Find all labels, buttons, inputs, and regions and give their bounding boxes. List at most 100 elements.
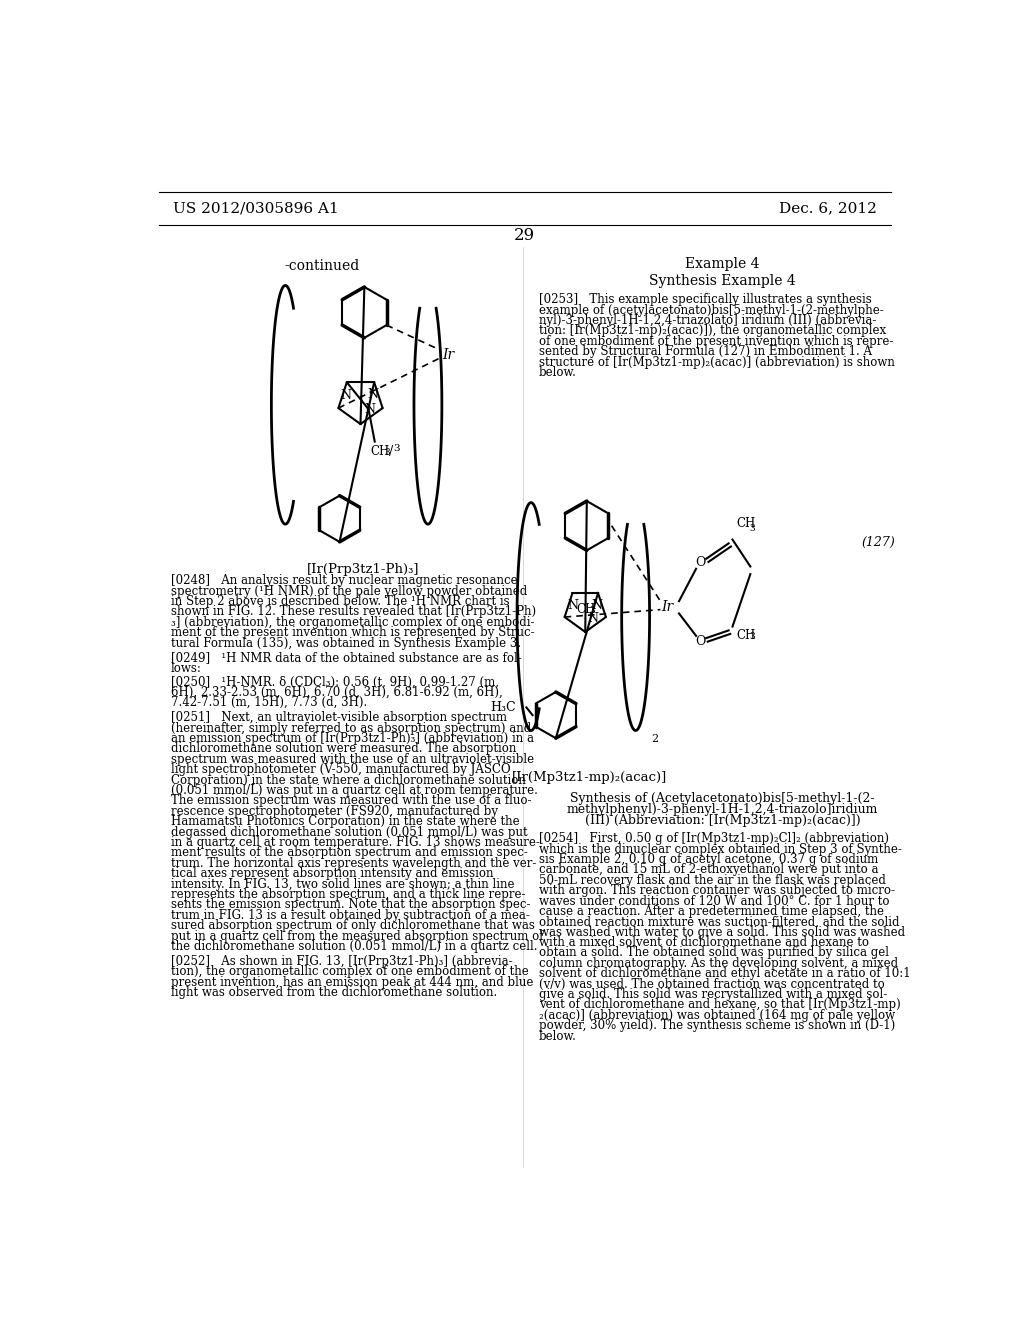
Text: rescence spectrophotometer (FS920, manufactured by: rescence spectrophotometer (FS920, manuf…: [171, 805, 498, 818]
Text: Hamamatsu Photonics Corporation) in the state where the: Hamamatsu Photonics Corporation) in the …: [171, 816, 519, 828]
Text: lows:: lows:: [171, 663, 202, 675]
Text: ment of the present invention which is represented by Struc-: ment of the present invention which is r…: [171, 626, 535, 639]
Text: [0253]   This example specifically illustrates a synthesis: [0253] This example specifically illustr…: [539, 293, 871, 306]
Text: degassed dichloromethane solution (0.051 mmol/L) was put: degassed dichloromethane solution (0.051…: [171, 825, 527, 838]
Text: N: N: [567, 599, 578, 611]
Text: US 2012/0305896 A1: US 2012/0305896 A1: [173, 202, 339, 215]
Text: in a quartz cell at room temperature. FIG. 13 shows measure-: in a quartz cell at room temperature. FI…: [171, 836, 540, 849]
Text: (v/v) was used. The obtained fraction was concentrated to: (v/v) was used. The obtained fraction wa…: [539, 978, 885, 991]
Text: obtained reaction mixture was suction-filtered, and the solid: obtained reaction mixture was suction-fi…: [539, 915, 899, 928]
Text: tical axes represent absorption intensity and emission: tical axes represent absorption intensit…: [171, 867, 494, 880]
Text: 29: 29: [514, 227, 536, 244]
Text: column chromatography. As the developing solvent, a mixed: column chromatography. As the developing…: [539, 957, 898, 970]
Text: Synthesis Example 4: Synthesis Example 4: [649, 275, 796, 288]
Text: spectrum was measured with the use of an ultraviolet-visible: spectrum was measured with the use of an…: [171, 752, 534, 766]
Text: with a mixed solvent of dichloromethane and hexane to: with a mixed solvent of dichloromethane …: [539, 936, 868, 949]
Text: of one embodiment of the present invention which is repre-: of one embodiment of the present inventi…: [539, 335, 893, 347]
Text: waves under conditions of 120 W and 100° C. for 1 hour to: waves under conditions of 120 W and 100°…: [539, 895, 889, 908]
Text: 6H), 2.33-2.53 (m, 6H), 6.70 (d, 3H), 6.81-6.92 (m, 6H),: 6H), 2.33-2.53 (m, 6H), 6.70 (d, 3H), 6.…: [171, 686, 503, 698]
Text: spectrometry (¹H NMR) of the pale yellow powder obtained: spectrometry (¹H NMR) of the pale yellow…: [171, 585, 527, 598]
Text: 3: 3: [750, 632, 755, 642]
Text: put in a quartz cell from the measured absorption spectrum of: put in a quartz cell from the measured a…: [171, 929, 543, 942]
Text: light spectrophotometer (V-550, manufactured by JASCO: light spectrophotometer (V-550, manufact…: [171, 763, 510, 776]
Text: 2: 2: [651, 734, 658, 744]
Text: carbonate, and 15 mL of 2-ethoxyethanol were put into a: carbonate, and 15 mL of 2-ethoxyethanol …: [539, 863, 879, 876]
Text: N: N: [341, 389, 351, 401]
Text: Example 4: Example 4: [685, 257, 760, 271]
Text: tural Formula (135), was obtained in Synthesis Example 3.: tural Formula (135), was obtained in Syn…: [171, 636, 521, 649]
Text: [0254]   First, 0.50 g of [Ir(Mp3tz1-mp)₂Cl]₂ (abbreviation): [0254] First, 0.50 g of [Ir(Mp3tz1-mp)₂C…: [539, 832, 889, 845]
Text: Ir: Ir: [662, 601, 674, 614]
Text: intensity. In FIG. 13, two solid lines are shown; a thin line: intensity. In FIG. 13, two solid lines a…: [171, 878, 514, 891]
Text: N: N: [591, 599, 602, 612]
Text: tion: [Ir(Mp3tz1-mp)₂(acac)]), the organometallic complex: tion: [Ir(Mp3tz1-mp)₂(acac)]), the organ…: [539, 325, 886, 338]
Text: 3: 3: [750, 524, 755, 533]
Text: Corporation) in the state where a dichloromethane solution: Corporation) in the state where a dichlo…: [171, 774, 525, 787]
Text: (III) (Abbreviation: [Ir(Mp3tz1-mp)₂(acac)]): (III) (Abbreviation: [Ir(Mp3tz1-mp)₂(aca…: [585, 813, 860, 826]
Text: example of (acetylacetonato)bis[5-methyl-1-(2-methylphe-: example of (acetylacetonato)bis[5-methyl…: [539, 304, 884, 317]
Text: sis Example 2, 0.10 g of acetyl acetone, 0.37 g of sodium: sis Example 2, 0.10 g of acetyl acetone,…: [539, 853, 878, 866]
Text: nyl)-3-phenyl-1H-1,2,4-triazolato] iridium (III) (abbrevia-: nyl)-3-phenyl-1H-1,2,4-triazolato] iridi…: [539, 314, 877, 327]
Text: with argon. This reaction container was subjected to micro-: with argon. This reaction container was …: [539, 884, 895, 898]
Text: Ir: Ir: [442, 347, 454, 362]
Text: shown in FIG. 12. These results revealed that [Ir(Prp3tz1-Ph): shown in FIG. 12. These results revealed…: [171, 606, 536, 618]
Text: [0250]   ¹H-NMR. δ (CDCl₃): 0.56 (t, 9H), 0.99-1.27 (m,: [0250] ¹H-NMR. δ (CDCl₃): 0.56 (t, 9H), …: [171, 676, 499, 689]
Text: vent of dichloromethane and hexane, so that [Ir(Mp3tz1-mp): vent of dichloromethane and hexane, so t…: [539, 998, 900, 1011]
Text: 3: 3: [393, 444, 400, 453]
Text: powder, 30% yield). The synthesis scheme is shown in (D-1): powder, 30% yield). The synthesis scheme…: [539, 1019, 895, 1032]
Text: N: N: [364, 403, 375, 416]
Text: ₂(acac)] (abbreviation) was obtained (164 mg of pale yellow: ₂(acac)] (abbreviation) was obtained (16…: [539, 1008, 895, 1022]
Text: [0248]   An analysis result by nuclear magnetic resonance: [0248] An analysis result by nuclear mag…: [171, 574, 517, 587]
Text: [0251]   Next, an ultraviolet-visible absorption spectrum: [0251] Next, an ultraviolet-visible abso…: [171, 711, 507, 725]
Text: Synthesis of (Acetylacetonato)bis[5-methyl-1-(2-: Synthesis of (Acetylacetonato)bis[5-meth…: [570, 792, 874, 805]
Text: [Ir(Prp3tz1-Ph)₃]: [Ir(Prp3tz1-Ph)₃]: [306, 562, 419, 576]
Text: 3: 3: [385, 449, 390, 458]
Text: sents the emission spectrum. Note that the absorption spec-: sents the emission spectrum. Note that t…: [171, 899, 530, 911]
Text: tion), the organometallic complex of one embodiment of the: tion), the organometallic complex of one…: [171, 965, 528, 978]
Text: CH: CH: [736, 628, 756, 642]
Text: trum in FIG. 13 is a result obtained by subtraction of a mea-: trum in FIG. 13 is a result obtained by …: [171, 908, 529, 921]
Text: CH: CH: [736, 517, 756, 531]
Text: in Step 2 above is described below. The ¹H NMR chart is: in Step 2 above is described below. The …: [171, 595, 509, 609]
Text: obtain a solid. The obtained solid was purified by silica gel: obtain a solid. The obtained solid was p…: [539, 946, 889, 960]
Text: 3: 3: [590, 606, 595, 615]
Text: methylphenyl)-3-phenyl-1H-1,2,4-triazolo]iridium: methylphenyl)-3-phenyl-1H-1,2,4-triazolo…: [566, 803, 879, 816]
Text: -continued: -continued: [284, 259, 359, 272]
Text: which is the dinuclear complex obtained in Step 3 of Synthe-: which is the dinuclear complex obtained …: [539, 842, 901, 855]
Text: N: N: [587, 612, 598, 626]
Text: [Ir(Mp3tz1-mp)₂(acac)]: [Ir(Mp3tz1-mp)₂(acac)]: [512, 771, 667, 784]
Text: /: /: [389, 445, 393, 458]
Text: O: O: [694, 635, 706, 648]
Text: present invention, has an emission peak at 444 nm, and blue: present invention, has an emission peak …: [171, 975, 534, 989]
Text: H₃C: H₃C: [489, 701, 515, 714]
Text: sented by Structural Formula (127) in Embodiment 1. A: sented by Structural Formula (127) in Em…: [539, 345, 871, 358]
Text: below.: below.: [539, 366, 577, 379]
Text: Dec. 6, 2012: Dec. 6, 2012: [779, 202, 877, 215]
Text: an emission spectrum of [Ir(Prp3tz1-Ph)₃] (abbreviation) in a: an emission spectrum of [Ir(Prp3tz1-Ph)₃…: [171, 733, 534, 744]
Text: The emission spectrum was measured with the use of a fluo-: The emission spectrum was measured with …: [171, 795, 531, 808]
Text: structure of [Ir(Mp3tz1-mp)₂(acac)] (abbreviation) is shown: structure of [Ir(Mp3tz1-mp)₂(acac)] (abb…: [539, 355, 895, 368]
Text: (hereinafter, simply referred to as absorption spectrum) and: (hereinafter, simply referred to as abso…: [171, 722, 530, 735]
Text: 7.42-7.51 (m, 15H), 7.73 (d, 3H).: 7.42-7.51 (m, 15H), 7.73 (d, 3H).: [171, 696, 367, 709]
Text: was washed with water to give a solid. This solid was washed: was washed with water to give a solid. T…: [539, 925, 905, 939]
Text: solvent of dichloromethane and ethyl acetate in a ratio of 10:1: solvent of dichloromethane and ethyl ace…: [539, 968, 910, 981]
Text: light was observed from the dichloromethane solution.: light was observed from the dichlorometh…: [171, 986, 497, 999]
Text: [0249]   ¹H NMR data of the obtained substance are as fol-: [0249] ¹H NMR data of the obtained subst…: [171, 652, 521, 664]
Text: (0.051 mmol/L) was put in a quartz cell at room temperature.: (0.051 mmol/L) was put in a quartz cell …: [171, 784, 538, 797]
Text: below.: below.: [539, 1030, 577, 1043]
Text: (127): (127): [861, 536, 895, 549]
Text: the dichloromethane solution (0.051 mmol/L) in a quartz cell.: the dichloromethane solution (0.051 mmol…: [171, 940, 538, 953]
Text: dichloromethane solution were measured. The absorption: dichloromethane solution were measured. …: [171, 742, 516, 755]
Text: ment results of the absorption spectrum and emission spec-: ment results of the absorption spectrum …: [171, 846, 527, 859]
Text: represents the absorption spectrum, and a thick line repre-: represents the absorption spectrum, and …: [171, 888, 525, 902]
Text: N: N: [368, 388, 378, 401]
Text: trum. The horizontal axis represents wavelength and the ver-: trum. The horizontal axis represents wav…: [171, 857, 536, 870]
Text: sured absorption spectrum of only dichloromethane that was: sured absorption spectrum of only dichlo…: [171, 919, 535, 932]
Text: give a solid. This solid was recrystallized with a mixed sol-: give a solid. This solid was recrystalli…: [539, 989, 887, 1001]
Text: [0252]   As shown in FIG. 13, [Ir(Prp3tz1-Ph)₃] (abbrevia-: [0252] As shown in FIG. 13, [Ir(Prp3tz1-…: [171, 954, 512, 968]
Text: O: O: [694, 556, 706, 569]
Text: ₃] (abbreviation), the organometallic complex of one embodi-: ₃] (abbreviation), the organometallic co…: [171, 615, 535, 628]
Text: 50-mL recovery flask and the air in the flask was replaced: 50-mL recovery flask and the air in the …: [539, 874, 886, 887]
Text: CH: CH: [577, 603, 596, 616]
Text: CH: CH: [371, 445, 390, 458]
